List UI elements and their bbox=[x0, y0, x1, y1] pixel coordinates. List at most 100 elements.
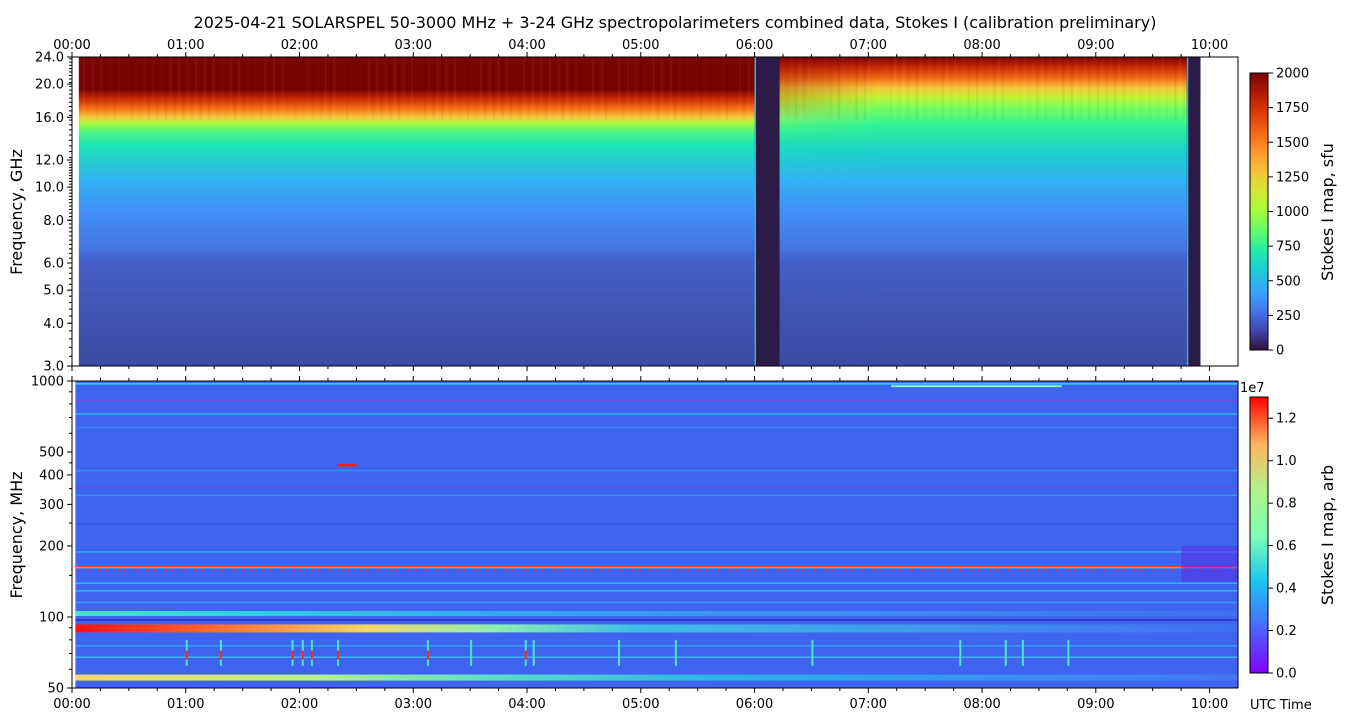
top-data-gap-edge bbox=[1186, 57, 1189, 366]
bottom-interference-dot bbox=[940, 568, 943, 571]
bottom-colorbar-multiplier: 1e7 bbox=[1240, 381, 1265, 396]
colorbar-tick-label: 0.6 bbox=[1276, 539, 1297, 554]
colorbar-tick-label: 1500 bbox=[1276, 136, 1309, 151]
bottom-burst-spike bbox=[1067, 639, 1070, 666]
top-heatmap-texture bbox=[661, 57, 664, 119]
bottom-plot-frame bbox=[71, 380, 1239, 689]
top-heatmap-texture bbox=[492, 57, 495, 119]
top-heatmap-texture bbox=[812, 57, 814, 119]
bottom-colorbar-frame bbox=[1249, 396, 1269, 674]
top-heatmap-texture bbox=[566, 57, 569, 119]
top-heatmap-texture bbox=[1153, 57, 1155, 119]
bottom-interference-dot bbox=[1171, 568, 1174, 571]
top-heatmap-texture bbox=[385, 57, 387, 119]
colorbar-tick-label: 1750 bbox=[1276, 101, 1309, 116]
bottom-interference-dot bbox=[1007, 568, 1010, 571]
top-heatmap-texture bbox=[735, 57, 737, 119]
top-heatmap-texture bbox=[139, 57, 141, 119]
top-heatmap-texture bbox=[1045, 57, 1047, 119]
top-heatmap-texture bbox=[747, 57, 750, 119]
top-heatmap-texture bbox=[807, 57, 810, 119]
top-heatmap-texture bbox=[480, 57, 483, 119]
top-heatmap-texture bbox=[890, 57, 892, 119]
top-heatmap-texture bbox=[1019, 57, 1021, 119]
bottom-interference-dot bbox=[571, 568, 574, 571]
bottom-x-axis-ticks: 00:00 01:00 02:00 03:00 04:00 05:00 06:00 07:00… bbox=[53, 376, 1228, 712]
y-tick-label: 200 bbox=[39, 539, 64, 554]
bottom-burst-spike bbox=[1004, 639, 1007, 666]
bottom-interference-dot bbox=[559, 568, 562, 571]
bottom-interference-dot bbox=[705, 568, 708, 571]
bottom-spectral-line bbox=[75, 565, 1238, 568]
top-heatmap-texture bbox=[704, 57, 706, 119]
bottom-spectral-line bbox=[75, 601, 1238, 604]
bottom-interference-dot bbox=[541, 568, 544, 571]
top-heatmap-texture bbox=[182, 57, 185, 119]
top-heatmap-texture bbox=[126, 57, 128, 119]
y-tick-label: 50 bbox=[47, 682, 64, 697]
bottom-interference-dot bbox=[1122, 568, 1125, 571]
top-heatmap-texture bbox=[937, 57, 939, 119]
bottom-right-edge-region bbox=[1181, 545, 1238, 583]
top-heatmap-texture bbox=[592, 57, 595, 119]
top-heatmap-texture bbox=[1014, 57, 1017, 119]
x-tick-label: 06:00 bbox=[736, 697, 773, 712]
top-heatmap-texture bbox=[752, 57, 754, 119]
bottom-burst-core bbox=[301, 650, 304, 660]
bottom-burst-spike bbox=[1021, 639, 1024, 666]
colorbar-tick-label: 750 bbox=[1276, 240, 1301, 255]
bottom-spectral-line bbox=[75, 383, 1238, 385]
bottom-interference-dot bbox=[153, 568, 156, 571]
top-heatmap-texture bbox=[432, 57, 435, 119]
top-heatmap-texture bbox=[791, 57, 793, 119]
top-data-gap bbox=[754, 57, 780, 366]
x-tick-label-top: 03:00 bbox=[395, 38, 432, 53]
top-data-gap-edge bbox=[754, 57, 757, 366]
bottom-interference-dot bbox=[989, 568, 992, 571]
top-heatmap-texture bbox=[544, 57, 547, 119]
top-heatmap-texture bbox=[147, 57, 150, 119]
top-heatmap-texture bbox=[683, 57, 685, 119]
bottom-interference-dot bbox=[262, 568, 265, 571]
top-heatmap-texture bbox=[454, 57, 456, 119]
top-heatmap-texture bbox=[657, 57, 659, 119]
bottom-interference-dot bbox=[377, 568, 380, 571]
y-tick-label: 3.0 bbox=[43, 360, 64, 375]
top-heatmap-texture bbox=[540, 57, 542, 119]
bottom-interference-dot bbox=[680, 568, 683, 571]
bottom-interference-dot bbox=[280, 568, 283, 571]
chart-title: 2025-04-21 SOLARSPEL 50-3000 MHz + 3-24 … bbox=[194, 13, 1157, 32]
bottom-interference-dot bbox=[959, 568, 962, 571]
top-heatmap-texture bbox=[316, 57, 318, 119]
bottom-interference-dot bbox=[1055, 568, 1058, 571]
top-heatmap-texture bbox=[886, 57, 888, 119]
top-heatmap-texture bbox=[333, 57, 336, 119]
top-heatmap-texture bbox=[518, 57, 521, 119]
bottom-interference-dot bbox=[340, 568, 343, 571]
top-y-axis-label: Frequency, GHz bbox=[7, 149, 26, 275]
top-heatmap-texture bbox=[130, 57, 133, 119]
top-heatmap-texture bbox=[717, 57, 719, 119]
bottom-interference-dot bbox=[1025, 568, 1028, 571]
top-heatmap-texture bbox=[436, 57, 439, 119]
top-heatmap-texture bbox=[1088, 57, 1090, 119]
x-tick-label: 01:00 bbox=[167, 697, 204, 712]
y-tick-label: 20.0 bbox=[35, 78, 64, 93]
colorbar-tick-label: 0.2 bbox=[1276, 624, 1297, 639]
bottom-interference-dot bbox=[910, 568, 913, 571]
top-heatmap-texture bbox=[902, 57, 905, 119]
bottom-colorbar-gradient bbox=[1250, 397, 1268, 673]
top-heatmap-texture bbox=[527, 57, 529, 119]
top-heatmap-texture bbox=[860, 57, 862, 119]
y-tick-label: 12.0 bbox=[35, 154, 64, 169]
top-heatmap-texture bbox=[212, 57, 215, 119]
top-heatmap-texture bbox=[605, 57, 608, 119]
top-heatmap-texture bbox=[666, 57, 668, 119]
bottom-burst-core bbox=[426, 650, 429, 660]
bottom-interference-dot bbox=[873, 568, 876, 571]
top-heatmap-texture bbox=[174, 57, 176, 119]
top-heatmap-texture bbox=[411, 57, 414, 119]
top-heatmap-texture bbox=[272, 57, 275, 119]
top-heatmap-texture bbox=[985, 57, 987, 119]
top-heatmap-texture bbox=[825, 57, 827, 119]
